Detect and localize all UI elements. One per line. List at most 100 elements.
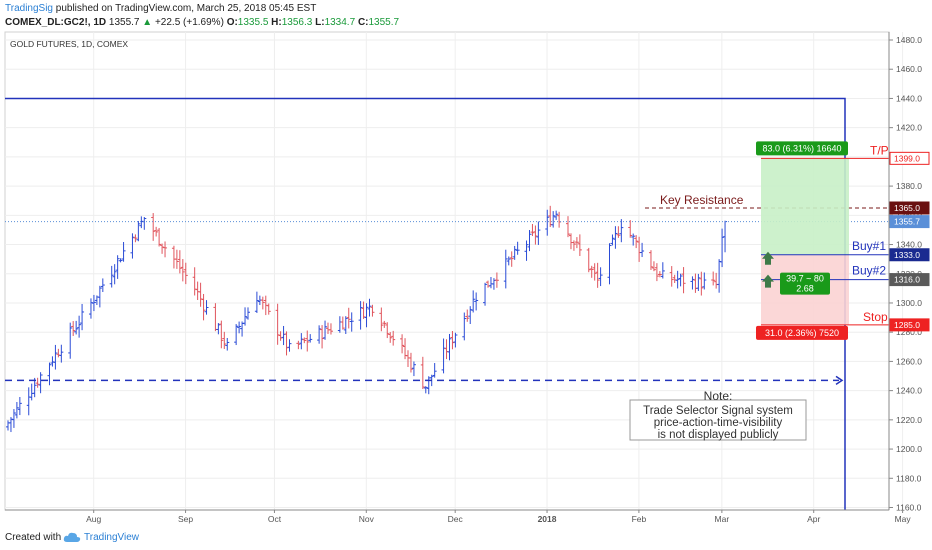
ohlc-bar — [112, 264, 117, 285]
last-price: 1355.7 — [108, 17, 140, 28]
symbol-label[interactable]: COMEX_DL:GC2!, 1D — [5, 17, 107, 28]
ohlc-bar — [660, 262, 665, 279]
ohlc-bar — [483, 282, 488, 306]
ohlc-bar — [391, 330, 396, 346]
ohlc-bar — [696, 273, 701, 291]
ohlc-bar — [11, 409, 16, 428]
x-tick-label: Sep — [178, 514, 193, 524]
top-range-line — [5, 97, 846, 510]
ohlc-bar — [284, 331, 289, 356]
ohlc-bar — [648, 250, 653, 270]
ohlc-bar — [121, 242, 126, 262]
ohlc-bar — [568, 233, 573, 250]
current-price-label-text: 1355.7 — [894, 217, 920, 227]
ohlc-bar — [503, 249, 508, 289]
ohlc-bar — [408, 352, 413, 373]
note-line: price-action-time-visibility — [654, 417, 783, 429]
ohlc-bar — [533, 225, 538, 245]
ohlc-bar — [287, 339, 292, 352]
ohlc-bar — [163, 241, 168, 258]
ohlc-bar — [216, 323, 221, 335]
ohlc-bar — [651, 261, 656, 272]
x-tick-label: Dec — [448, 514, 464, 524]
author-link[interactable]: TradingSig — [5, 3, 53, 14]
high-value: 1356.3 — [281, 17, 313, 28]
ohlc-bar — [35, 377, 40, 388]
ohlc-bar — [554, 210, 559, 220]
ohlc-bar — [328, 323, 333, 335]
x-tick-label: May — [895, 514, 912, 524]
ratio-box: 39.7 ~ 802.68 — [780, 272, 830, 295]
time-axis: Aug Sep Oct Nov Dec 2018 Feb Mar Apr May — [5, 509, 912, 524]
ohlc-bar — [139, 216, 144, 229]
buy2-price-label-bg — [889, 273, 930, 287]
ohlc-bar — [183, 262, 188, 285]
ohlc-bar — [586, 247, 591, 273]
tradingview-link[interactable]: TradingView — [84, 532, 140, 543]
y-tick-label: 1460.0 — [896, 64, 922, 74]
ohlc-bar — [654, 263, 659, 282]
ohlc-bar — [672, 274, 677, 283]
buy2-arrow-up-icon — [762, 274, 774, 288]
ohlc-bar — [358, 301, 363, 330]
x-tick-label: Feb — [632, 514, 647, 524]
ohlc-bar — [246, 307, 251, 320]
stop-box-text: 31.0 (2.36%) 7520 — [765, 328, 839, 338]
resistance-price-label-bg — [889, 201, 930, 215]
ohlc-bar — [592, 263, 597, 281]
y-tick-label: 1240.0 — [896, 386, 922, 396]
ohlc-bar — [566, 216, 571, 238]
ohlc-bar — [432, 363, 437, 378]
ohlc-bar — [17, 396, 22, 416]
ohlc-bar — [702, 272, 707, 290]
chart-title: GOLD FUTURES, 1D, COMEX — [10, 39, 128, 49]
ohlc-bar — [488, 277, 493, 289]
ohlc-bar — [527, 230, 532, 252]
ohlc-bar — [302, 337, 307, 344]
profit-zone — [761, 158, 849, 255]
ohlc-bar — [571, 240, 576, 251]
y-tick-label: 1220.0 — [896, 415, 922, 425]
ohlc-bar — [382, 320, 387, 328]
ohlc-bar — [225, 337, 230, 351]
ohlc-bar — [157, 228, 162, 247]
ohlc-bar — [400, 334, 405, 354]
ohlc-bar — [693, 273, 698, 293]
ohlc-bar — [180, 259, 185, 282]
ohlc-bar — [192, 267, 197, 296]
close-value: 1355.7 — [368, 17, 400, 28]
ohlc-bar — [317, 325, 322, 344]
ohlc-bar — [444, 339, 449, 360]
ohlc-bar — [406, 350, 411, 367]
ohlc-bar — [26, 387, 31, 416]
ohlc-bar — [634, 235, 639, 249]
ratio-line2: 2.68 — [796, 284, 814, 294]
price-change: +22.5 (+1.69%) — [154, 17, 224, 28]
ohlc-bar — [462, 312, 467, 341]
ohlc-bar — [474, 292, 479, 311]
ohlc-bar — [174, 249, 179, 269]
publish-line: TradingSig published on TradingView.com,… — [5, 3, 316, 14]
ohlc-bar — [616, 226, 621, 238]
y-tick-label: 1380.0 — [896, 181, 922, 191]
chart-header: TradingSig published on TradingView.com,… — [0, 0, 932, 32]
x-tick-label: 2018 — [538, 514, 557, 524]
ohlc-bar — [237, 321, 242, 334]
buy2-price-label-text: 1316.0 — [894, 275, 920, 285]
ohlc-bar — [628, 220, 633, 238]
ohlc-bar — [77, 315, 82, 338]
ohlc-legend: COMEX_DL:GC2!, 1D 1355.7 ▲ +22.5 (+1.69%… — [5, 17, 400, 28]
ohlc-bar — [468, 306, 473, 325]
ohlc-bar — [340, 316, 345, 330]
ohlc-bar — [266, 303, 271, 315]
ohlc-bar — [447, 333, 452, 361]
target-box-bg — [756, 141, 848, 156]
y-tick-label: 1300.0 — [896, 298, 922, 308]
cloud-icon — [63, 532, 81, 542]
ohlc-bar — [595, 262, 600, 288]
buy1-label: Buy#1 — [852, 239, 886, 253]
ohlc-bar — [171, 245, 176, 269]
tp-price-label-bg — [889, 151, 930, 165]
publish-info: published on TradingView.com, March 25, … — [53, 3, 317, 14]
